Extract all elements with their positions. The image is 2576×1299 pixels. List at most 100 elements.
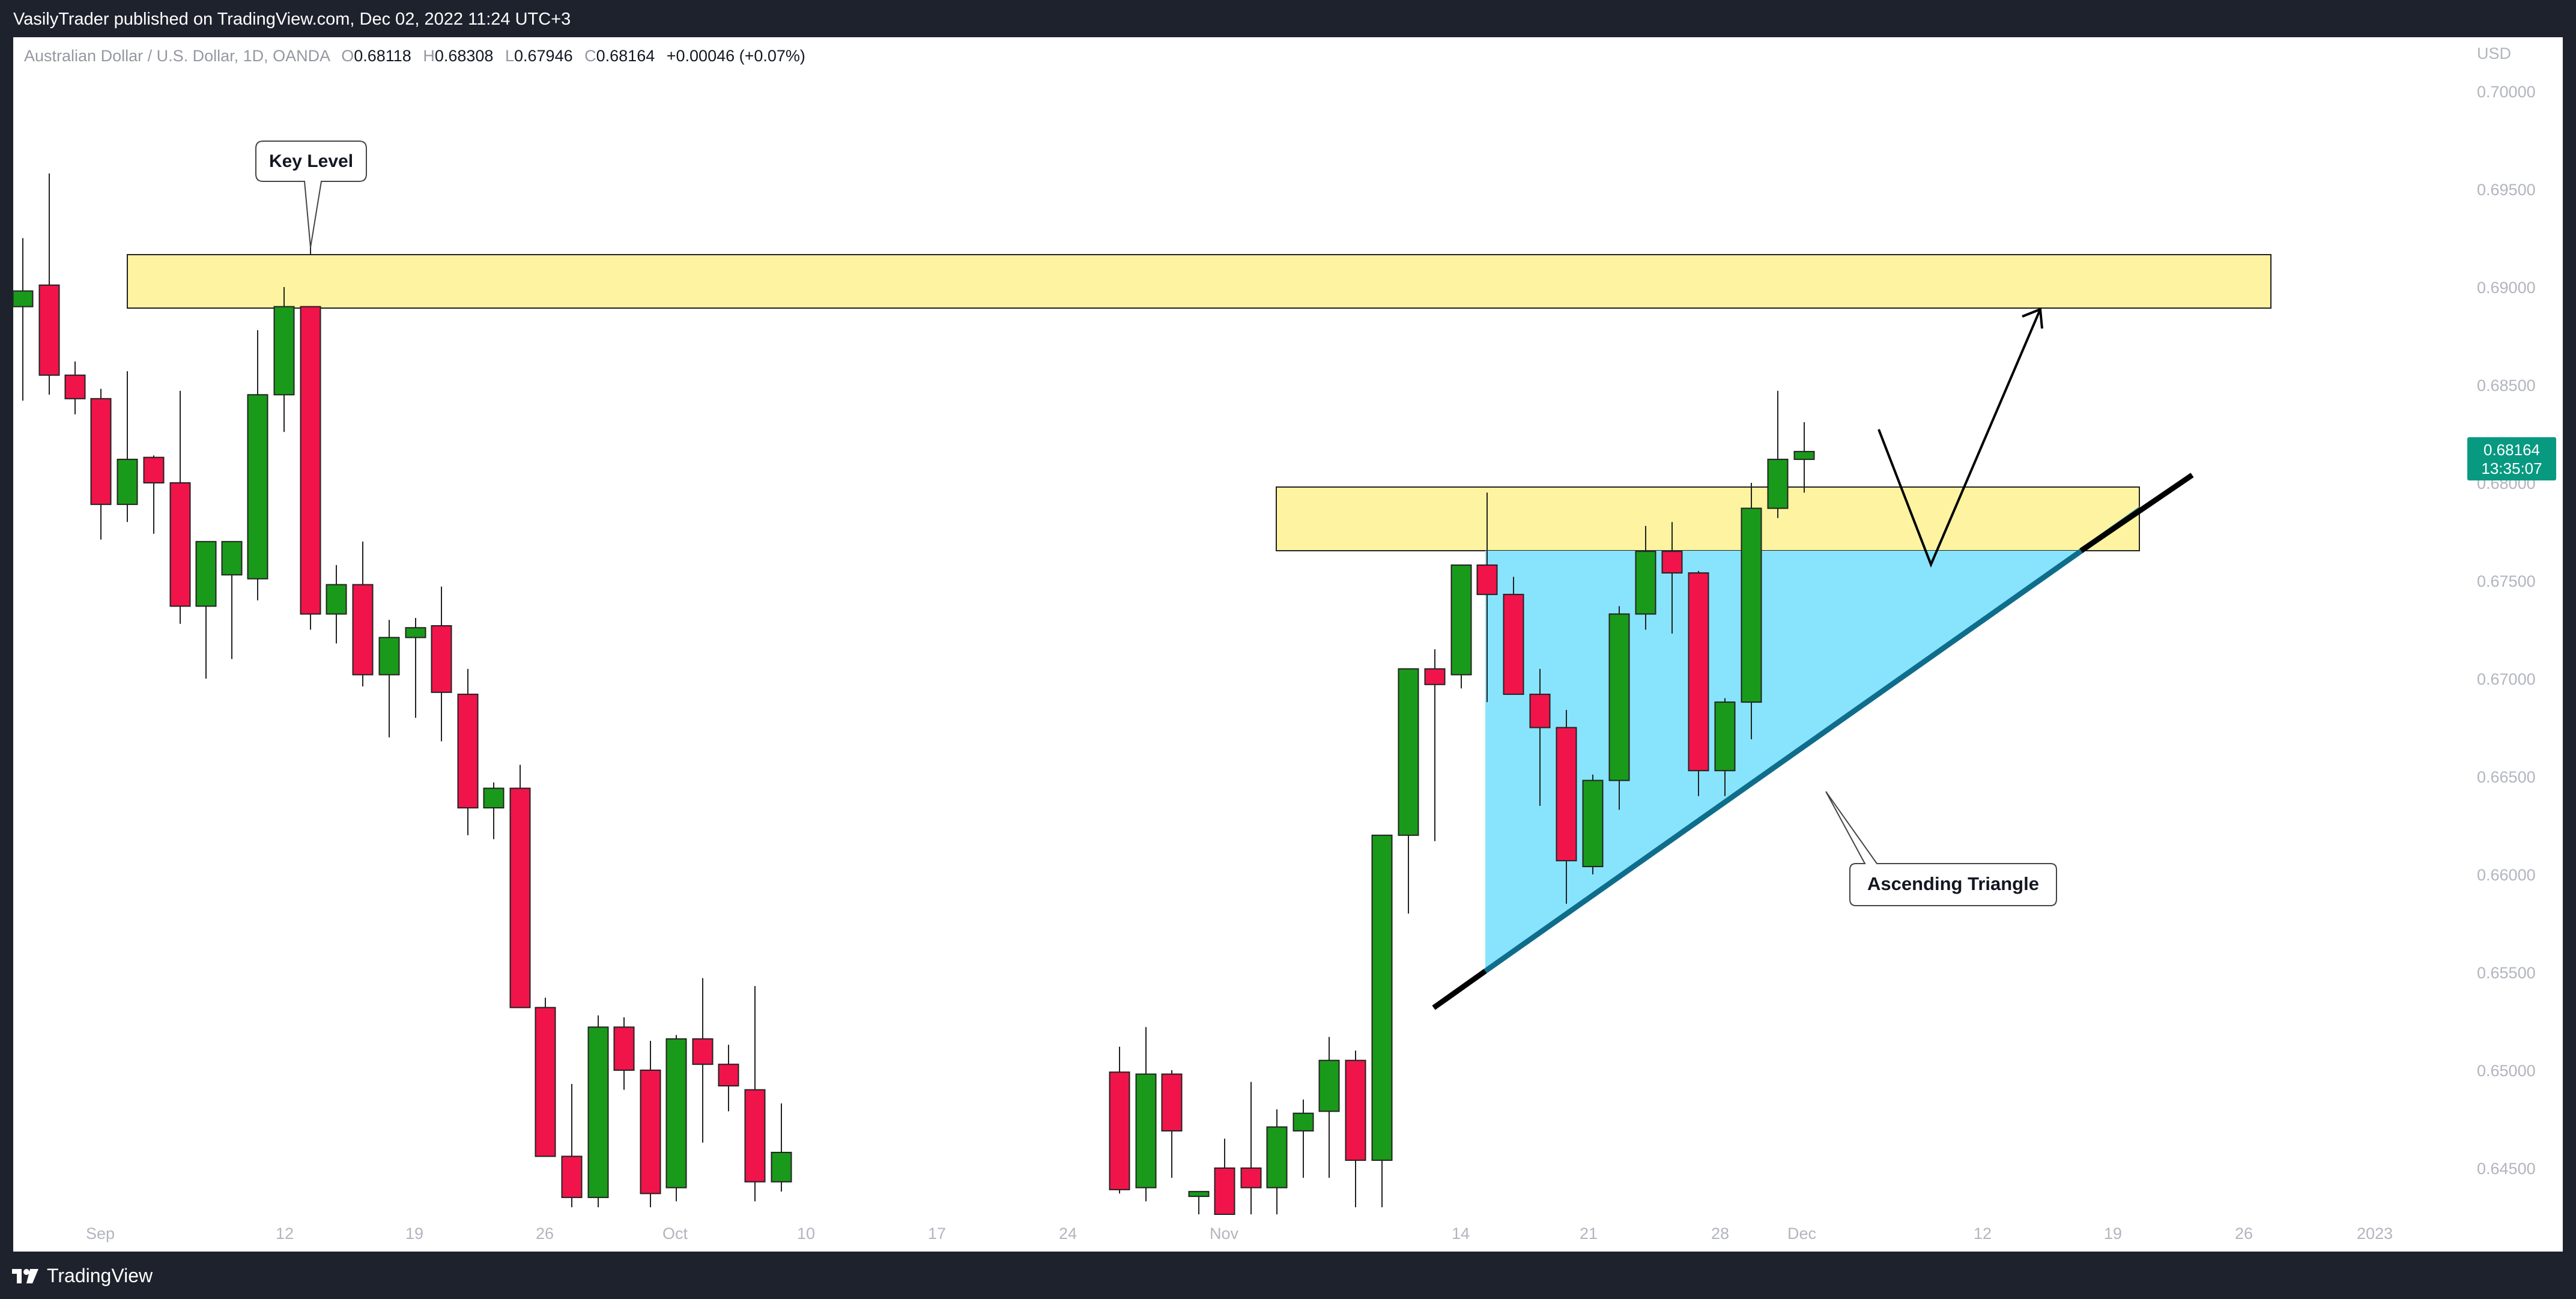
candle[interactable] [1661, 522, 1683, 634]
candle[interactable] [1450, 564, 1472, 689]
candle-body [561, 1155, 583, 1198]
candle-body [1582, 780, 1604, 867]
legend-o-value: 0.68118 [354, 47, 411, 65]
candle[interactable] [143, 455, 165, 534]
candle[interactable] [169, 390, 191, 624]
candle[interactable] [1240, 1082, 1262, 1214]
candle[interactable] [1345, 1050, 1366, 1208]
candle[interactable] [587, 1015, 609, 1208]
candle[interactable] [1767, 390, 1789, 518]
candle[interactable] [483, 782, 505, 840]
candle[interactable] [692, 978, 714, 1143]
candle[interactable] [640, 1041, 661, 1208]
candle[interactable] [352, 541, 374, 687]
time-tick-label: 24 [1059, 1225, 1077, 1243]
candle-body [1371, 834, 1393, 1161]
candle[interactable] [1214, 1139, 1235, 1215]
last-price-badge [2467, 437, 2556, 480]
candle-body [1529, 694, 1551, 728]
candle-body [509, 787, 531, 1008]
trendline-extension-left[interactable] [1432, 969, 1487, 1010]
candle[interactable] [300, 306, 321, 630]
ascending-triangle-callout[interactable] [1825, 791, 2057, 906]
time-tick-label: 12 [276, 1225, 294, 1243]
candle[interactable] [613, 1017, 635, 1090]
candle[interactable] [744, 986, 766, 1202]
candle[interactable] [1635, 525, 1656, 630]
candle-body [352, 584, 374, 676]
candle[interactable] [1503, 577, 1524, 695]
candle[interactable] [1109, 1046, 1130, 1194]
resistance-zone[interactable] [1276, 486, 2140, 551]
candle[interactable] [195, 540, 217, 679]
candle[interactable] [665, 1035, 687, 1202]
candle[interactable] [1266, 1109, 1288, 1214]
candle[interactable] [1135, 1027, 1157, 1202]
candle[interactable] [535, 998, 556, 1157]
candle[interactable] [1529, 668, 1551, 806]
candle-body [1741, 507, 1762, 703]
trendline-extension-right[interactable] [2079, 473, 2194, 553]
candle-body [771, 1151, 792, 1182]
candle[interactable] [273, 287, 295, 432]
price-scale[interactable]: USD 0.700000.695000.690000.685000.680000… [2477, 44, 2536, 1178]
candle[interactable] [509, 765, 531, 1008]
key-level-callout[interactable] [255, 141, 367, 248]
candle-body [1266, 1126, 1288, 1188]
candle-body [1450, 564, 1472, 676]
candle-body [195, 540, 217, 607]
candle-body [613, 1026, 635, 1071]
candle[interactable] [221, 540, 243, 659]
candle[interactable] [378, 620, 400, 737]
candle[interactable] [64, 361, 86, 414]
time-tick-label: Nov [1210, 1225, 1239, 1243]
candle[interactable] [1688, 571, 1709, 796]
candle-body [718, 1064, 739, 1087]
candle[interactable] [771, 1103, 792, 1192]
price-chart[interactable]: Australian Dollar / U.S. Dollar, 1D, OAN… [12, 37, 2563, 1252]
candle[interactable] [1741, 483, 1762, 740]
candle[interactable] [405, 617, 426, 718]
candle[interactable] [1318, 1037, 1340, 1178]
time-tick-label: 19 [405, 1225, 423, 1243]
legend-symbol: Australian Dollar / U.S. Dollar, 1D, OAN… [24, 47, 330, 65]
candles [12, 173, 1815, 1215]
price-tick-label: 0.70000 [2477, 83, 2536, 101]
candle[interactable] [1161, 1070, 1183, 1178]
last-price-value: 0.68164 [2484, 441, 2540, 459]
candle[interactable] [1582, 774, 1604, 874]
candle[interactable] [90, 389, 112, 540]
candle[interactable] [431, 586, 452, 742]
candle[interactable] [1476, 492, 1498, 703]
key-level-zone[interactable] [127, 254, 2271, 309]
candle[interactable] [1371, 834, 1393, 1208]
candle[interactable] [1608, 606, 1630, 810]
candle[interactable] [1424, 649, 1446, 841]
candle[interactable] [38, 173, 60, 395]
triangle-support-line[interactable] [1483, 506, 2143, 973]
candle[interactable] [1556, 710, 1577, 904]
candle[interactable] [1714, 698, 1736, 796]
projection-path[interactable] [1877, 309, 2041, 568]
candle-body [1503, 593, 1524, 695]
tradingview-logo[interactable]: TradingView [12, 1265, 153, 1287]
candle[interactable] [1793, 422, 1815, 493]
candle[interactable] [247, 330, 268, 601]
candle[interactable] [326, 565, 347, 644]
legend-h-label: H [423, 47, 435, 65]
candle[interactable] [1293, 1099, 1314, 1178]
time-axis[interactable]: Sep 12 19 26 Oct 10 17 24 Nov 14 21 28 Dec 12 19 26 2023 [86, 1225, 2393, 1243]
time-tick-label: 21 [1580, 1225, 1598, 1243]
candle-body [1161, 1073, 1183, 1132]
candle[interactable] [1398, 668, 1419, 914]
candle[interactable] [117, 371, 138, 522]
candle-body [1714, 701, 1736, 772]
candle[interactable] [1188, 1191, 1210, 1214]
candle[interactable] [718, 1044, 739, 1112]
candle-body [665, 1038, 687, 1188]
time-tick-label: Dec [1787, 1225, 1816, 1243]
legend-o-label: O [341, 47, 354, 65]
candle[interactable] [561, 1083, 583, 1208]
candle[interactable] [12, 238, 34, 401]
candle[interactable] [457, 668, 479, 835]
